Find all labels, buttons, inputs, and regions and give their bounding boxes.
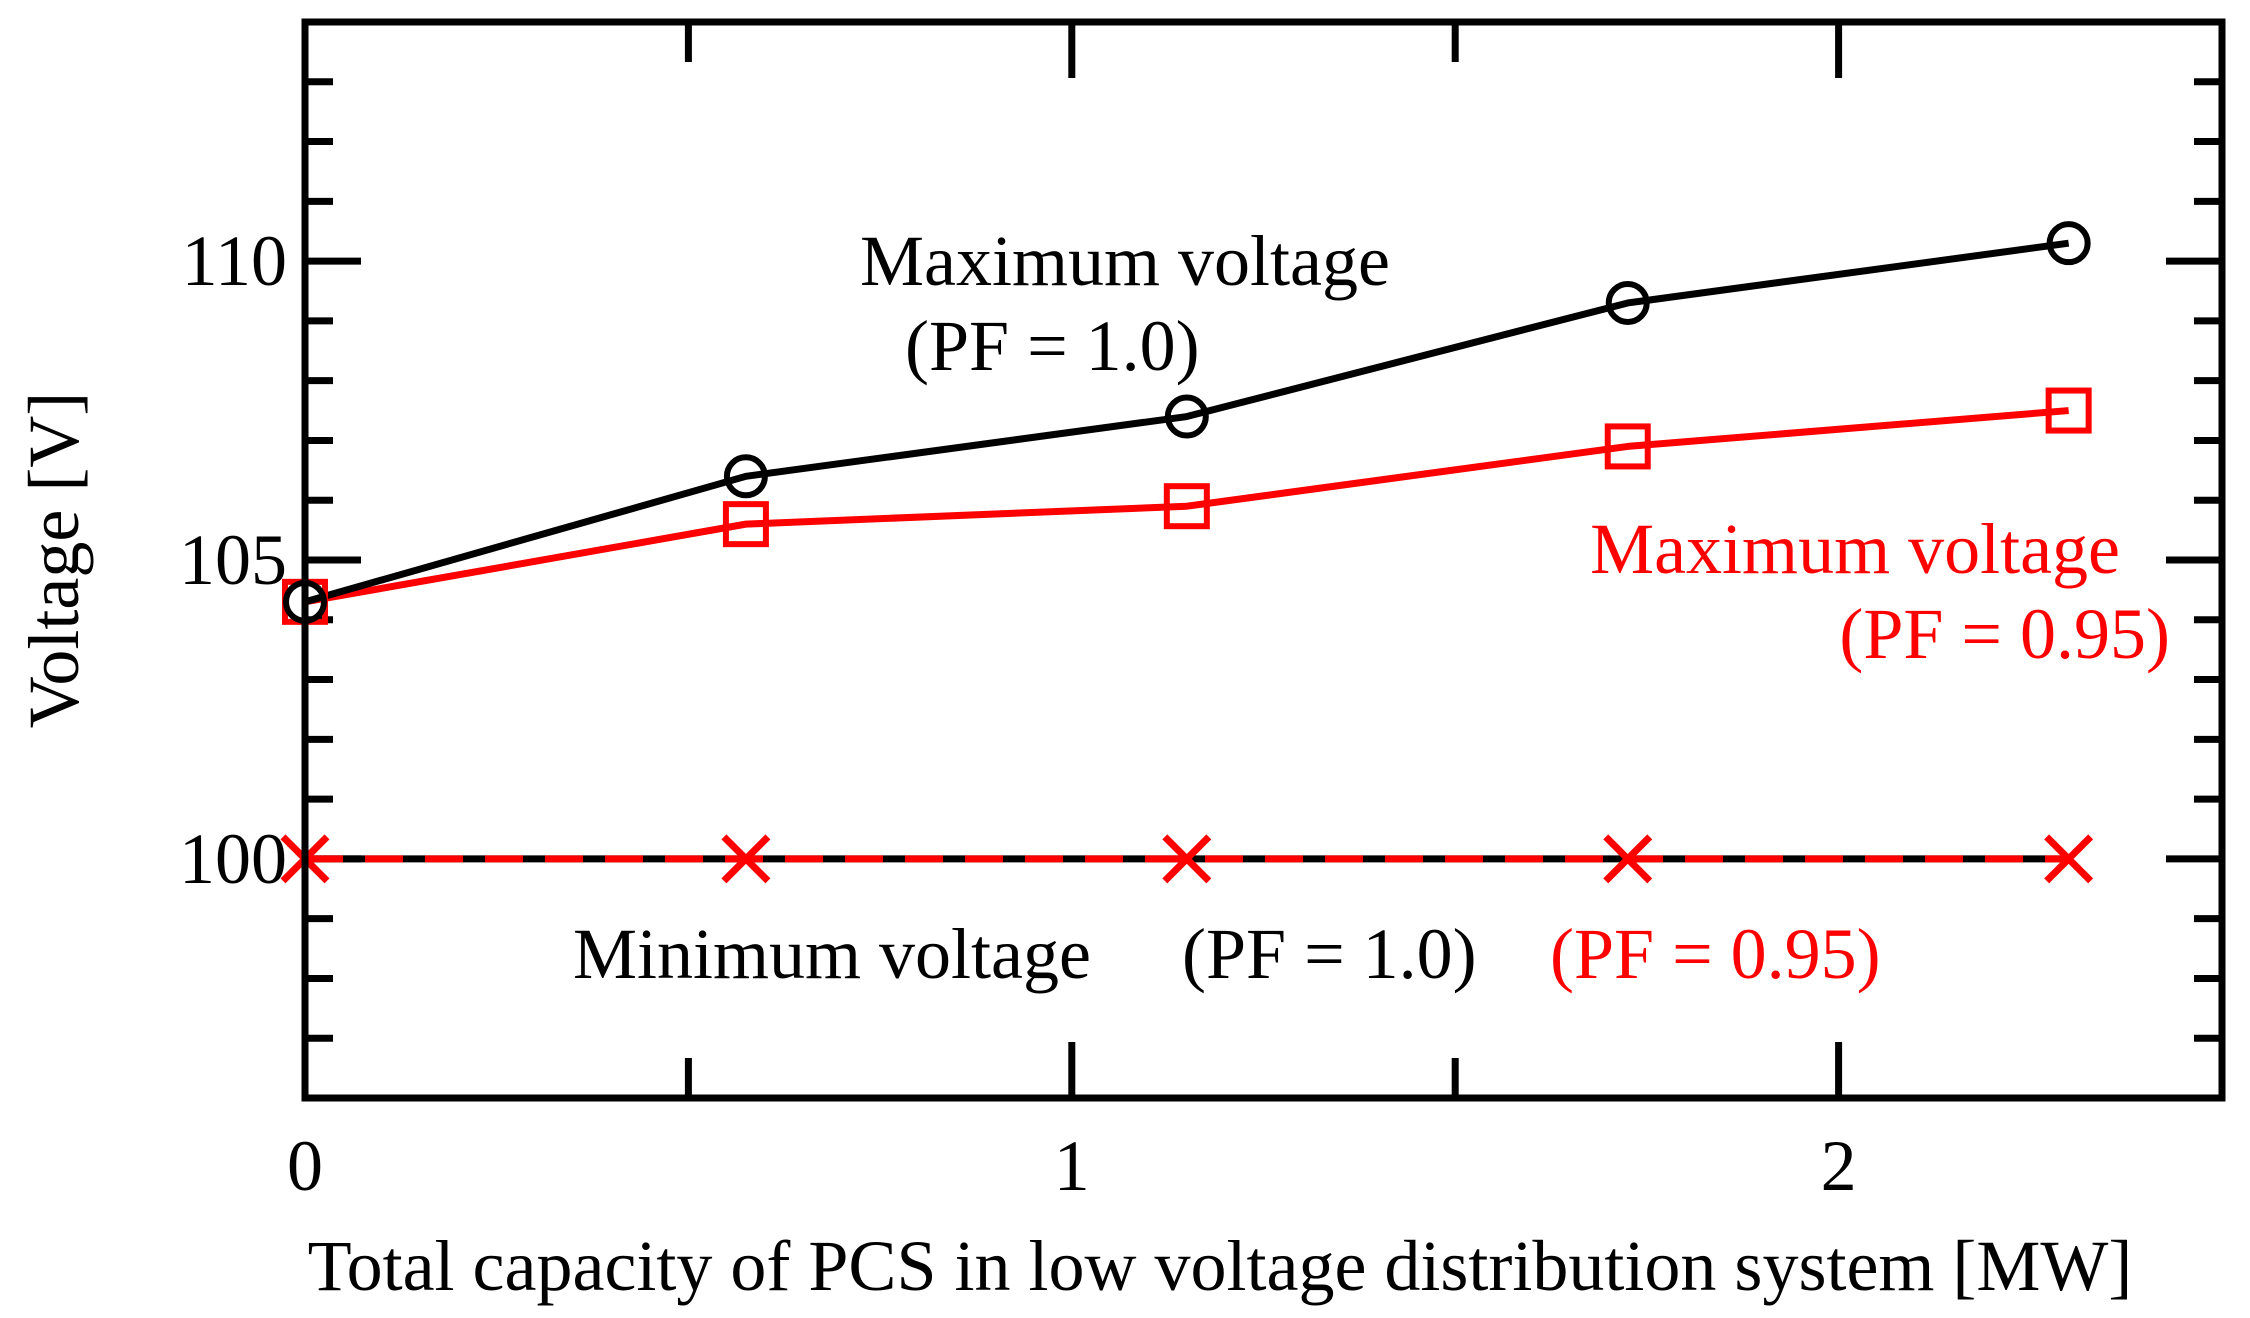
x-tick-label: 1 <box>1054 1126 1090 1206</box>
annotation-max-pf095-line1: Maximum voltage <box>1590 509 2120 589</box>
marker-circle-max_pf10 <box>2046 221 2091 266</box>
y-axis-title: Voltage [V] <box>14 392 94 729</box>
marker-x-min_pf095 <box>1603 834 1653 884</box>
marker-circle-max_pf10 <box>1605 280 1650 325</box>
x-tick-label: 2 <box>1821 1126 1857 1206</box>
marker-circle-max_pf10 <box>1164 394 1209 439</box>
y-tick-label: 110 <box>182 221 287 301</box>
plot-frame <box>301 18 2226 1102</box>
marker-circle-max_pf10 <box>723 454 768 499</box>
marker-x-min_pf095 <box>721 834 771 884</box>
marker-x-min_pf095 <box>1162 834 1212 884</box>
series-line-max_pf095 <box>304 407 2069 606</box>
annotation-min-pf095: (PF = 0.95) <box>1550 914 1881 994</box>
y-tick-label: 100 <box>179 819 287 899</box>
series-line-max_pf10 <box>304 239 2070 606</box>
annotation-max-pf10-line1: Maximum voltage <box>860 221 1390 301</box>
markers-group <box>280 221 2094 884</box>
marker-square-max_pf095 <box>1163 483 1210 530</box>
marker-square-max_pf095 <box>2045 387 2092 434</box>
tick-labels: 100 105 110 0 1 2 <box>179 221 1857 1206</box>
annotation-min-label: Minimum voltage <box>573 914 1091 994</box>
marker-square-max_pf095 <box>722 501 769 548</box>
annotation-min-pf10: (PF = 1.0) <box>1182 914 1477 994</box>
marker-square-max_pf095 <box>1604 423 1651 470</box>
x-axis-title: Total capacity of PCS in low voltage dis… <box>308 1226 2133 1306</box>
annotation-max-pf095-line2: (PF = 0.95) <box>1839 594 2170 674</box>
y-tick-label: 105 <box>179 520 287 600</box>
marker-x-min_pf095 <box>2044 834 2094 884</box>
x-tick-label: 0 <box>287 1126 323 1206</box>
annotation-max-pf10-line2: (PF = 1.0) <box>905 306 1200 386</box>
